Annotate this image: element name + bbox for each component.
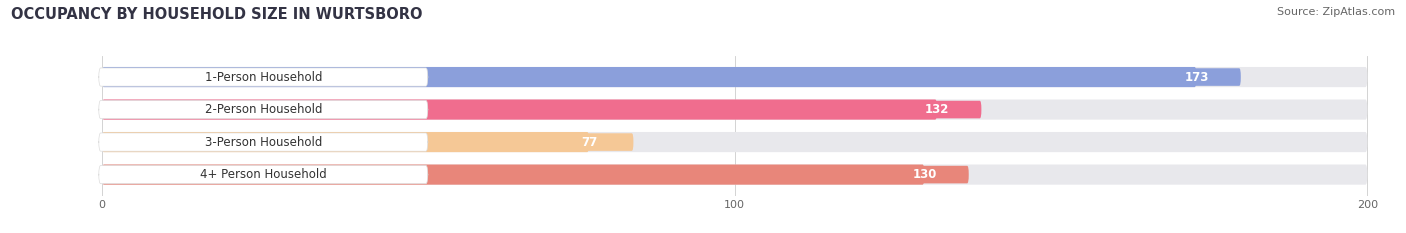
FancyBboxPatch shape	[103, 164, 925, 185]
FancyBboxPatch shape	[103, 67, 1197, 87]
Text: Source: ZipAtlas.com: Source: ZipAtlas.com	[1277, 7, 1395, 17]
Text: 4+ Person Household: 4+ Person Household	[200, 168, 326, 181]
FancyBboxPatch shape	[98, 68, 427, 86]
FancyBboxPatch shape	[103, 99, 1367, 120]
FancyBboxPatch shape	[103, 99, 936, 120]
Text: 132: 132	[925, 103, 949, 116]
FancyBboxPatch shape	[98, 133, 427, 151]
FancyBboxPatch shape	[893, 101, 981, 118]
Text: 130: 130	[912, 168, 936, 181]
FancyBboxPatch shape	[546, 133, 633, 151]
Text: 1-Person Household: 1-Person Household	[204, 71, 322, 84]
Text: 2-Person Household: 2-Person Household	[204, 103, 322, 116]
FancyBboxPatch shape	[98, 100, 427, 119]
FancyBboxPatch shape	[103, 132, 589, 152]
FancyBboxPatch shape	[103, 164, 1367, 185]
FancyBboxPatch shape	[98, 165, 427, 184]
FancyBboxPatch shape	[1152, 68, 1240, 86]
FancyBboxPatch shape	[103, 132, 1367, 152]
FancyBboxPatch shape	[103, 67, 1367, 87]
Text: 77: 77	[581, 136, 598, 149]
FancyBboxPatch shape	[880, 166, 969, 183]
Text: 173: 173	[1184, 71, 1209, 84]
Text: OCCUPANCY BY HOUSEHOLD SIZE IN WURTSBORO: OCCUPANCY BY HOUSEHOLD SIZE IN WURTSBORO	[11, 7, 423, 22]
Text: 3-Person Household: 3-Person Household	[205, 136, 322, 149]
